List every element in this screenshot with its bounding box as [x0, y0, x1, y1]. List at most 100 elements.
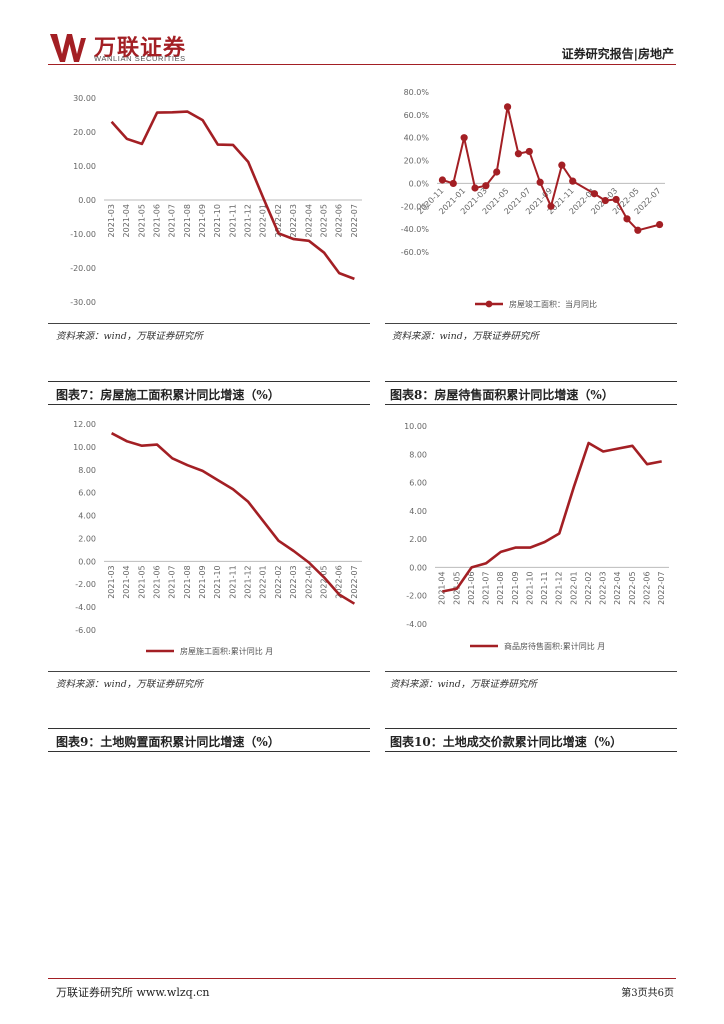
x-tick-label: 2022-07 [350, 204, 359, 237]
y-tick-label: -6.00 [75, 626, 96, 635]
data-point [460, 134, 468, 142]
y-tick-label: 0.00 [78, 196, 96, 205]
y-tick-label: 10.00 [404, 422, 427, 431]
data-point [601, 196, 609, 205]
chart-source-note: 资料来源：wind，万联证券研究所 [390, 679, 537, 690]
x-tick-label: 2021-11 [228, 565, 237, 598]
x-tick-label: 2021-11 [228, 204, 237, 237]
x-tick-label: 2021-08 [183, 204, 192, 237]
x-tick-label: 2022-03 [289, 204, 298, 237]
chart-source-note: 资料来源：wind，万联证券研究所 [392, 331, 539, 342]
figure-title-top-rule [48, 381, 370, 382]
data-point [612, 195, 620, 204]
x-tick-label: 2021-03 [107, 204, 116, 237]
x-tick-label: 2022-04 [304, 204, 313, 237]
footer-website: 万联证券研究所 www.wlzq.cn [56, 986, 210, 999]
figure-title-top-rule [48, 728, 370, 729]
chart-top-left: 30.00 20.00 10.00 0.00 -10.00 -20.00 -30.00 202… [48, 80, 370, 325]
x-tick-label: 2022-01 [259, 204, 268, 237]
x-tick-label: 2022-03 [599, 571, 608, 604]
y-tick-label: -40.0% [401, 225, 430, 234]
data-point [536, 178, 544, 186]
x-tick-label: 2021-09 [198, 204, 207, 237]
x-tick-label: 2021-12 [244, 565, 253, 598]
figure-title: 图表9：土地购置面积累计同比增速（%） [56, 735, 280, 749]
y-tick-label: -20.00 [70, 264, 96, 273]
x-tick-label: 2021-10 [213, 565, 222, 598]
legend-label: 房屋施工面积:累计同比 月 [180, 646, 273, 656]
data-point [569, 177, 577, 185]
x-tick-label: 2022-03 [289, 565, 298, 598]
x-tick-label: 2021-10 [525, 571, 534, 604]
logo-chinese-name: 万联证券 [94, 36, 187, 61]
figure-title-bottom-rule [385, 751, 677, 752]
y-tick-label: -10.00 [70, 230, 96, 239]
x-tick-label: 2022-06 [335, 204, 344, 237]
x-tick-label: 2021-08 [183, 565, 192, 598]
figure-title: 图表8：房屋待售面积累计同比增速（%） [390, 388, 614, 402]
chart-mid-right: 10.00 8.00 6.00 4.00 2.00 0.00 -2.00 -4.00 2021-… [385, 412, 677, 670]
y-tick-label: 2.00 [78, 534, 96, 543]
x-tick-label: 2021-11 [540, 571, 549, 604]
x-tick-label: 2022-04 [304, 565, 313, 598]
data-point [449, 179, 457, 188]
data-point [514, 150, 523, 158]
data-point [547, 202, 555, 210]
data-point [482, 182, 490, 190]
data-point [623, 215, 631, 223]
x-tick-label: 2022-02 [274, 565, 283, 598]
report-category: 证券研究报告|房地产 [561, 47, 674, 61]
x-tick-label: 2022-05 [319, 565, 328, 598]
x-tick-label: 2021-06 [153, 204, 162, 237]
y-tick-label: -4.00 [406, 620, 427, 629]
data-point [438, 176, 447, 184]
x-tick-label: 2022-01 [259, 565, 268, 598]
x-tick-label: 2022-02 [584, 571, 593, 604]
source-divider [48, 323, 370, 324]
y-tick-label: 12.00 [73, 420, 96, 429]
x-tick-label: 2022-05 [628, 571, 637, 604]
page-number: 第3页共6页 [621, 988, 674, 999]
y-tick-label: 6.00 [409, 479, 427, 488]
y-tick-label: 4.00 [409, 507, 427, 516]
x-tick-label: 2021-07 [482, 571, 491, 604]
y-tick-label: 20.00 [73, 128, 96, 137]
y-tick-label: 20.0% [404, 157, 430, 166]
figure-title-top-rule [385, 728, 677, 729]
y-tick-label: -2.00 [406, 592, 427, 601]
legend-label: 商品房待售面积:累计同比 月 [504, 641, 605, 651]
y-tick-label: -60.0% [401, 248, 430, 257]
footer-divider [48, 978, 676, 979]
data-point [655, 220, 664, 229]
data-point [471, 184, 479, 192]
series-line [110, 110, 355, 281]
x-tick-label: 2021-12 [244, 204, 253, 237]
y-tick-label: 8.00 [409, 450, 427, 459]
source-divider [385, 671, 677, 672]
y-tick-label: -4.00 [75, 603, 96, 612]
chart-source-note: 资料来源：wind，万联证券研究所 [56, 331, 203, 342]
x-tick-label: 2022-02 [274, 204, 283, 237]
wanlian-logo-icon [50, 34, 86, 62]
x-tick-label: 2022-07 [657, 571, 666, 604]
legend-label: 房屋竣工面积：当月同比 [509, 299, 597, 309]
y-tick-label: 10.00 [73, 443, 96, 452]
series-line [110, 432, 356, 605]
x-tick-label: 2022-05 [319, 204, 328, 237]
y-tick-label: 2.00 [409, 535, 427, 544]
data-point [493, 168, 501, 176]
source-divider [385, 323, 677, 324]
x-tick-label: 2022-01 [569, 571, 578, 604]
x-tick-label: 2022-04 [613, 571, 622, 604]
logo-english-name: WANLIAN SECURITIES [94, 54, 186, 63]
data-point [503, 103, 512, 111]
y-tick-label: 0.0% [409, 179, 430, 188]
x-tick-label: 2021-04 [122, 204, 131, 237]
y-tick-label: 30.00 [73, 94, 96, 103]
x-tick-label: 2021-03 [107, 565, 116, 598]
x-tick-label: 2021-06 [153, 565, 162, 598]
x-tick-label: 2021-08 [496, 571, 505, 604]
x-tick-label: 2021-05 [137, 565, 146, 598]
x-tick-label: 2021-12 [555, 571, 564, 604]
data-point [558, 161, 566, 169]
